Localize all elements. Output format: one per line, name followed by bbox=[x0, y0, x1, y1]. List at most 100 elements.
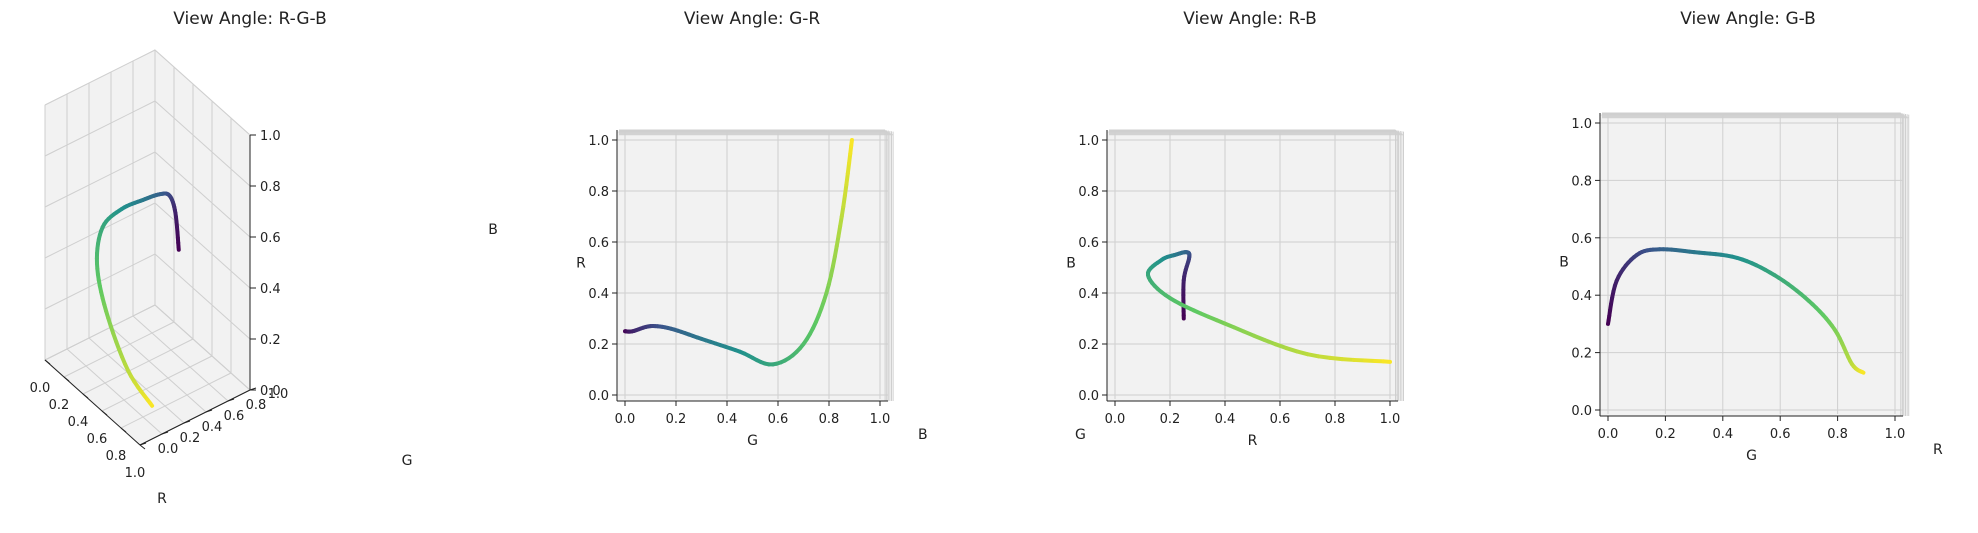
x-axis-label: G bbox=[747, 433, 758, 449]
y-tick bbox=[205, 409, 213, 413]
x-tick-label: 0.0 bbox=[1598, 427, 1619, 442]
y-axis-label: R bbox=[576, 256, 586, 272]
grid-line bbox=[120, 372, 232, 429]
y-tick bbox=[183, 420, 191, 424]
x-tick-label: 0.0 bbox=[615, 412, 636, 427]
grid-line bbox=[154, 304, 251, 391]
y-tick bbox=[161, 431, 169, 435]
x-tick bbox=[82, 393, 89, 399]
y-tick-label: 0.8 bbox=[1078, 185, 1099, 200]
x-tick-label: 0.4 bbox=[1215, 412, 1236, 427]
z-tick-label: 0.8 bbox=[260, 180, 281, 195]
x-tick-label: 0.4 bbox=[68, 415, 89, 430]
grid-line bbox=[154, 100, 251, 187]
x-tick-label: 0.0 bbox=[30, 381, 51, 396]
depth-axis-label: R bbox=[1933, 442, 1943, 458]
z-tick-label: 0.0 bbox=[260, 384, 281, 399]
grid-line bbox=[154, 151, 251, 238]
panel-rgb: View Angle: R-G-B 0.00.20.40.60.81.00.00… bbox=[30, 9, 498, 507]
x-tick-label: 0.6 bbox=[768, 412, 789, 427]
x-tick-label: 0.2 bbox=[1655, 427, 1676, 442]
panel-gr: View Angle: G-R 0.0 0.2 0.4 0.6 0.8 1.0 0.0 0.2… bbox=[576, 9, 927, 449]
chart-title: View Angle: R-G-B bbox=[173, 9, 327, 29]
y-tick-label: 0.8 bbox=[588, 185, 609, 200]
x-axis-label: R bbox=[1248, 433, 1258, 449]
y-axis-label: G bbox=[402, 453, 413, 469]
x-tick-label: 0.2 bbox=[666, 412, 687, 427]
x-tick bbox=[139, 444, 146, 450]
x-axis-label: R bbox=[157, 491, 167, 507]
x-tick-label: 0.8 bbox=[819, 412, 840, 427]
x-tick-label: 0.0 bbox=[1105, 412, 1126, 427]
x-tick-label: 0.8 bbox=[1325, 412, 1346, 427]
curve-segment bbox=[849, 138, 854, 148]
y-tick-label: 0.6 bbox=[1078, 236, 1099, 251]
x-tick bbox=[63, 376, 70, 382]
grid-line bbox=[154, 49, 251, 136]
y-tick bbox=[139, 442, 147, 446]
z-tick-label: 0.2 bbox=[260, 333, 281, 348]
y-tick-label: 0.2 bbox=[1078, 338, 1099, 353]
y-tick-label: 1.0 bbox=[1571, 117, 1592, 132]
y-tick-label: 0.8 bbox=[246, 398, 267, 413]
x-tick-label: 1.0 bbox=[870, 412, 891, 427]
grid-line bbox=[44, 49, 156, 106]
y-tick-label: 0.6 bbox=[1571, 232, 1592, 247]
y-tick-label: 1.0 bbox=[588, 134, 609, 149]
grid-line bbox=[132, 315, 229, 402]
x-tick-label: 0.4 bbox=[717, 412, 738, 427]
y-tick-label: 0.8 bbox=[1571, 174, 1592, 189]
x-axis-label: G bbox=[1746, 448, 1757, 464]
x-tick-label: 0.4 bbox=[1712, 427, 1733, 442]
y-tick-label: 0.0 bbox=[1571, 404, 1592, 419]
x-tick-label: 1.0 bbox=[1380, 412, 1401, 427]
x-tick-label: 0.6 bbox=[1770, 427, 1791, 442]
y-tick-label: 0.4 bbox=[1571, 289, 1592, 304]
x-tick-label: 0.2 bbox=[1160, 412, 1181, 427]
grid-line bbox=[154, 202, 251, 289]
x-tick-label: 0.2 bbox=[49, 398, 70, 413]
x-tick bbox=[101, 410, 108, 416]
z-tick-label: 1.0 bbox=[260, 129, 281, 144]
y-tick-label: 0.2 bbox=[588, 338, 609, 353]
z-tick-label: 0.6 bbox=[260, 231, 281, 246]
x-tick-label: 1.0 bbox=[1885, 427, 1906, 442]
y-axis-label: B bbox=[1066, 256, 1076, 272]
x-tick-label: 0.6 bbox=[1270, 412, 1291, 427]
grid-line bbox=[44, 304, 156, 361]
grid-line bbox=[82, 338, 194, 395]
x-tick bbox=[120, 427, 127, 433]
z-tick-label: 0.4 bbox=[260, 282, 281, 297]
y-tick bbox=[227, 398, 235, 402]
grid-line bbox=[110, 326, 207, 413]
grid-line bbox=[66, 348, 163, 435]
grid-line bbox=[101, 355, 213, 412]
y-tick-label: 0.2 bbox=[1571, 347, 1592, 362]
grid-line bbox=[44, 151, 156, 208]
grid-line bbox=[44, 100, 156, 157]
depth-axis-label: G bbox=[1075, 427, 1086, 443]
curve-segment bbox=[1328, 355, 1345, 362]
x-tick bbox=[44, 359, 51, 365]
y-tick-label: 0.6 bbox=[224, 409, 245, 424]
y-tick-label: 0.0 bbox=[588, 389, 609, 404]
y-axis-label: B bbox=[1559, 255, 1569, 271]
chart-title: View Angle: G-B bbox=[1680, 9, 1816, 29]
y-tick-label: 0.4 bbox=[1078, 287, 1099, 302]
z-axis-label: B bbox=[488, 222, 498, 238]
y-tick-label: 1.0 bbox=[268, 387, 289, 402]
x-tick-label: 0.6 bbox=[87, 432, 108, 447]
y-axis-line bbox=[139, 389, 251, 446]
y-tick-label: 0.4 bbox=[202, 420, 223, 435]
y-tick-label: 0.0 bbox=[1078, 389, 1099, 404]
grid-line bbox=[88, 337, 185, 424]
panel-rb: View Angle: R-B 0.0 0.2 0.4 0.6 0.8 1.0 0.0 0.2… bbox=[1066, 9, 1404, 449]
panel-gb: View Angle: G-B 0.0 0.2 0.4 0.6 0.8 1.0 0.0 0.2… bbox=[1559, 9, 1943, 464]
grid-line bbox=[154, 253, 251, 340]
curve-segment bbox=[148, 401, 155, 408]
y-tick-label: 0.2 bbox=[180, 431, 201, 446]
x-tick-label: 0.8 bbox=[1827, 427, 1848, 442]
x-tick-label: 0.8 bbox=[106, 449, 127, 464]
chart-title: View Angle: G-R bbox=[684, 9, 821, 29]
